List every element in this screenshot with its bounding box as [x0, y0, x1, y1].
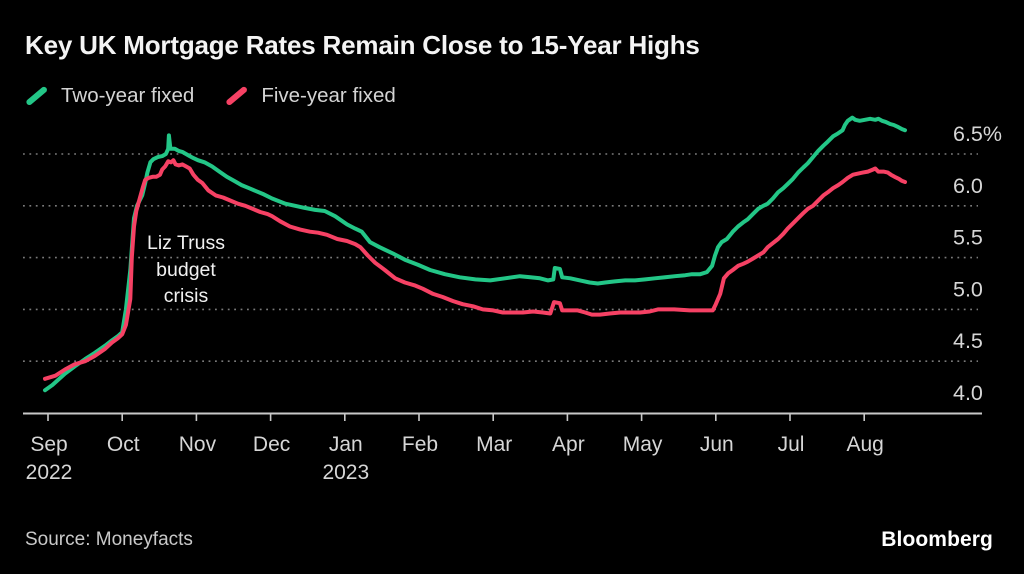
x-tick-label-Oct: Oct [107, 433, 140, 456]
y-tick-label-5.0: 5.0 [953, 277, 983, 301]
y-tick-label-4.0: 4.0 [953, 381, 983, 405]
legend-item-two-year-fixed: Two-year fixed [24, 84, 194, 108]
source-note: Source: Moneyfacts [25, 529, 193, 550]
annotation-line-2: budget [156, 258, 216, 281]
x-year-label-2023: 2023 [322, 461, 369, 484]
legend-label-five-year-fixed: Five-year fixed [261, 84, 396, 107]
y-tick-label-6.5%: 6.5% [953, 122, 1002, 146]
legend: Two-year fixed Five-year fixed [24, 84, 396, 108]
legend-label-two-year-fixed: Two-year fixed [61, 84, 195, 107]
annotation-line-3: crisis [163, 285, 209, 307]
x-tick-label-May: May [623, 433, 663, 456]
x-tick-label-Jul: Jul [778, 433, 805, 456]
x-year-label-2022: 2022 [26, 461, 73, 484]
y-tick-label-4.5: 4.5 [953, 329, 983, 353]
x-tick-label-Sep: Sep [30, 433, 67, 456]
series-line-two-year-fixed [43, 115, 907, 393]
x-tick-label-Feb: Feb [402, 433, 438, 456]
x-tick-label-Nov: Nov [179, 433, 217, 456]
x-tick-label-Aug: Aug [847, 433, 884, 456]
annotation-liz-truss: Liz Truss budget crisis [112, 230, 260, 310]
series-line-five-year-fixed [43, 158, 907, 381]
y-tick-label-6.0: 6.0 [953, 174, 983, 198]
bloomberg-logo: Bloomberg [881, 528, 993, 551]
x-tick-label-Dec: Dec [253, 433, 290, 456]
chart-title: Key UK Mortgage Rates Remain Close to 15… [25, 30, 700, 60]
y-tick-label-5.5: 5.5 [953, 226, 983, 250]
x-tick-label-Apr: Apr [552, 433, 585, 456]
x-tick-label-Jun: Jun [700, 433, 734, 456]
legend-item-five-year-fixed: Five-year fixed [224, 84, 396, 108]
x-tick-label-Jan: Jan [329, 433, 363, 456]
x-tick-label-Mar: Mar [476, 433, 512, 456]
annotation-line-1: Liz Truss [146, 232, 226, 254]
